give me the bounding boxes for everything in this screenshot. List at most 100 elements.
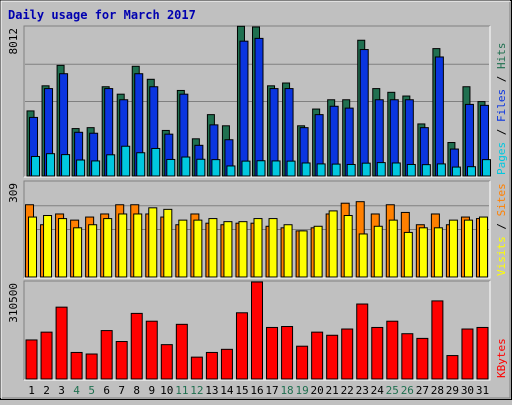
panel-max-label: 8012 xyxy=(7,28,20,55)
bar-pages-24 xyxy=(376,162,386,177)
bar-kbytes-15 xyxy=(235,312,248,380)
bar-kbytes-8 xyxy=(130,312,143,380)
panel-max-label: 310500 xyxy=(7,283,20,323)
bar-pages-10 xyxy=(166,158,176,177)
bar-visits-13 xyxy=(208,218,218,278)
x-tick-label-11: 11 xyxy=(175,384,188,397)
bar-visits-30 xyxy=(463,219,473,278)
bar-files-16 xyxy=(254,37,264,177)
chart-panels: 8012 Pages / Files / Hits 309 Visits / Site… xyxy=(7,25,508,381)
legend-kbytes: KBytes xyxy=(495,338,508,378)
legend-pages: Pages xyxy=(495,142,508,175)
bar-pages-16 xyxy=(256,160,266,177)
panel-legend: KBytes xyxy=(495,338,508,378)
panel-bevel-dark xyxy=(23,25,490,177)
bar-kbytes-13 xyxy=(205,351,218,380)
bar-visits-22 xyxy=(343,215,353,278)
x-tick-label-3: 3 xyxy=(58,384,65,397)
bar-pages-29 xyxy=(451,166,461,177)
x-tick-label-30: 30 xyxy=(461,384,474,397)
bar-kbytes-1 xyxy=(25,339,38,380)
bar-pages-9 xyxy=(151,147,161,177)
bar-kbytes-16 xyxy=(251,281,263,380)
bar-pages-23 xyxy=(361,162,371,177)
bar-pages-21 xyxy=(331,163,341,177)
panel-legend: Visits / Sites xyxy=(495,183,508,276)
bar-kbytes-3 xyxy=(55,306,68,380)
bar-kbytes-28 xyxy=(431,300,444,380)
x-tick-label-17: 17 xyxy=(265,384,278,397)
panel-max-label: 309 xyxy=(7,183,20,203)
bar-kbytes-2 xyxy=(40,331,53,380)
panel-top: 8012 Pages / Files / Hits xyxy=(7,25,508,178)
bar-visits-27 xyxy=(418,227,428,278)
x-tick-label-29: 29 xyxy=(446,384,459,397)
bar-visits-15 xyxy=(238,221,248,278)
bar-visits-10 xyxy=(163,208,173,278)
bar-kbytes-26 xyxy=(401,333,414,380)
x-tick-label-18: 18 xyxy=(280,384,293,397)
bar-kbytes-12 xyxy=(190,356,203,380)
x-tick-label-22: 22 xyxy=(341,384,354,397)
bars-middle xyxy=(25,201,488,278)
bar-visits-1 xyxy=(28,216,38,278)
bar-visits-4 xyxy=(73,227,83,278)
bar-pages-13 xyxy=(211,159,221,177)
x-tick-label-4: 4 xyxy=(73,384,80,397)
x-tick-label-1: 1 xyxy=(28,384,35,397)
bar-pages-27 xyxy=(421,164,431,177)
bar-pages-14 xyxy=(226,165,236,177)
bar-visits-29 xyxy=(448,219,458,278)
bar-files-15 xyxy=(239,40,249,177)
bar-files-30 xyxy=(464,103,474,177)
bar-pages-22 xyxy=(346,163,356,177)
bar-visits-24 xyxy=(373,225,383,278)
chart-title: Daily usage for March 2017 xyxy=(8,8,196,22)
bar-kbytes-30 xyxy=(461,328,474,380)
bar-visits-3 xyxy=(58,218,68,278)
x-tick-label-12: 12 xyxy=(190,384,203,397)
bar-kbytes-7 xyxy=(115,341,128,380)
bar-visits-9 xyxy=(148,207,158,278)
x-tick-label-7: 7 xyxy=(118,384,125,397)
x-tick-label-20: 20 xyxy=(311,384,324,397)
bar-kbytes-29 xyxy=(446,355,459,380)
x-tick-label-9: 9 xyxy=(148,384,155,397)
bar-pages-31 xyxy=(481,159,491,177)
panel-bevel-light xyxy=(24,26,491,178)
x-tick-label-13: 13 xyxy=(205,384,218,397)
bar-kbytes-10 xyxy=(160,344,173,380)
bar-pages-15 xyxy=(241,160,251,177)
panel-bevel-light xyxy=(24,181,491,279)
bar-visits-18 xyxy=(283,224,293,278)
bar-files-28 xyxy=(434,56,444,177)
bar-pages-3 xyxy=(61,154,71,177)
bar-kbytes-31 xyxy=(476,326,489,380)
bar-kbytes-11 xyxy=(175,323,188,380)
bar-pages-19 xyxy=(301,162,311,177)
bar-kbytes-24 xyxy=(371,326,384,380)
bar-visits-25 xyxy=(388,219,398,278)
x-tick-label-19: 19 xyxy=(295,384,308,397)
bar-visits-19 xyxy=(298,230,308,278)
x-tick-label-5: 5 xyxy=(88,384,95,397)
bar-kbytes-4 xyxy=(70,351,83,380)
x-tick-label-6: 6 xyxy=(103,384,110,397)
bar-pages-7 xyxy=(121,145,131,177)
bar-visits-26 xyxy=(403,231,413,278)
bar-kbytes-25 xyxy=(386,320,399,380)
bar-kbytes-14 xyxy=(220,348,233,380)
bar-pages-28 xyxy=(436,163,446,177)
x-tick-label-16: 16 xyxy=(250,384,263,397)
x-tick-label-23: 23 xyxy=(356,384,369,397)
bar-kbytes-20 xyxy=(311,331,324,380)
bar-kbytes-19 xyxy=(296,345,309,380)
legend-separator: / xyxy=(495,122,508,142)
x-tick-label-2: 2 xyxy=(43,384,50,397)
x-tick-label-31: 31 xyxy=(476,384,489,397)
bar-pages-2 xyxy=(46,153,56,177)
x-tick-label-28: 28 xyxy=(431,384,444,397)
bar-visits-12 xyxy=(193,219,203,278)
x-tick-label-15: 15 xyxy=(235,384,248,397)
bar-visits-5 xyxy=(88,224,98,278)
